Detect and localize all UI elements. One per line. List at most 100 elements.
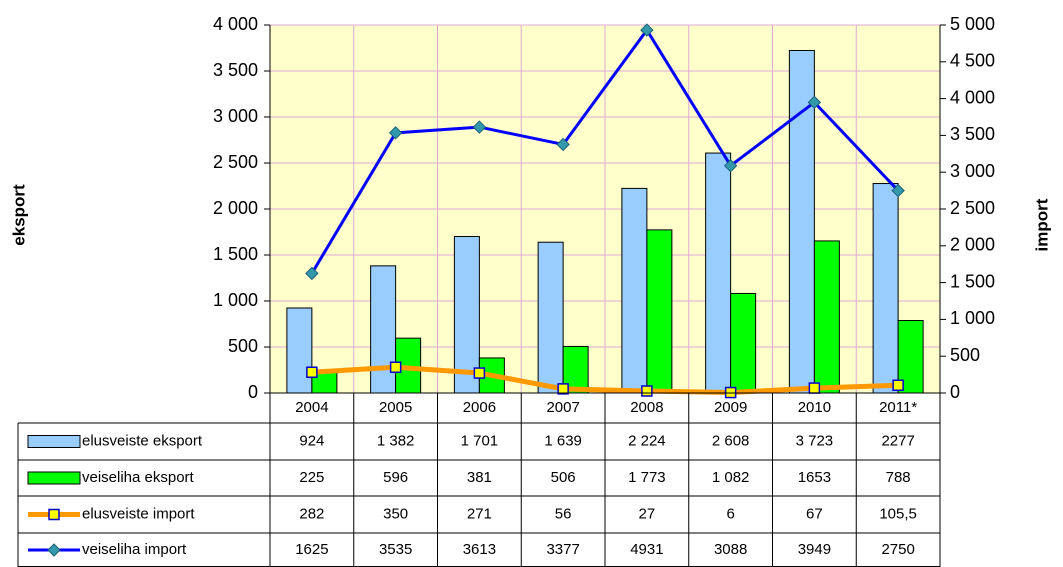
marker (891, 183, 905, 198)
bar (872, 183, 899, 394)
marker (807, 95, 822, 110)
legend-label: veiseliha eksport (82, 469, 195, 486)
table-cell: 271 (467, 505, 492, 522)
y2-tick-label: 3 500 (950, 124, 995, 144)
x-tick-label: 2008 (630, 399, 663, 416)
y-tick-label: 4 000 (213, 14, 258, 34)
bar (537, 241, 564, 394)
table-cell: 596 (383, 469, 408, 486)
y2-tick-label: 1 500 (950, 271, 995, 291)
y-tick-label: 1 500 (213, 244, 258, 264)
y2-tick-label: 3 000 (950, 161, 995, 181)
table-cell: 4931 (630, 541, 663, 558)
table-cell: 3377 (546, 541, 579, 558)
bar (621, 187, 648, 394)
legend-key (27, 435, 81, 448)
table-cell: 506 (551, 469, 576, 486)
table-cell: 27 (639, 505, 656, 522)
x-tick-label: 2006 (463, 399, 496, 416)
table-cell: 3949 (798, 541, 831, 558)
bar (813, 240, 840, 394)
table-cell: 282 (299, 505, 324, 522)
y2-tick-label: 4 000 (950, 87, 995, 107)
table-cell: 924 (299, 432, 324, 449)
marker (388, 126, 403, 140)
marker (473, 367, 486, 379)
legend-label: veiseliha import (82, 541, 187, 558)
table-cell: 225 (299, 469, 324, 486)
bar (788, 49, 815, 394)
table-cell: 2277 (881, 432, 914, 449)
bar (370, 265, 397, 394)
marker (557, 383, 569, 395)
marker (48, 508, 60, 521)
y-axis-title: eksport (9, 184, 28, 246)
x-tick-label: 2010 (798, 399, 831, 416)
table-cell: 1 773 (628, 469, 666, 486)
x-tick-label: 2005 (379, 399, 412, 416)
table-cell: 6 (726, 505, 734, 522)
y-tick-label: 1 000 (213, 290, 258, 310)
table-cell: 1 701 (461, 432, 499, 449)
table-cell: 2750 (881, 541, 914, 558)
marker (47, 543, 61, 557)
bar (562, 345, 589, 394)
marker (556, 137, 570, 152)
y2-tick-label: 1 000 (950, 308, 995, 328)
table-cell: 381 (467, 469, 492, 486)
legend-label: elusveiste eksport (82, 432, 203, 449)
line (311, 364, 899, 396)
x-tick-label: 2004 (295, 399, 328, 416)
table-cell: 350 (383, 505, 408, 522)
table-cell: 56 (555, 505, 572, 522)
y-tick-label: 2 500 (213, 152, 258, 172)
y2-tick-label: 5 000 (950, 14, 995, 34)
legend-label: elusveiste import (82, 505, 195, 522)
bar (646, 229, 673, 394)
legend-key (27, 471, 81, 485)
x-tick-label: 2007 (546, 399, 579, 416)
y-tick-label: 500 (228, 336, 258, 356)
line (310, 28, 900, 275)
y2-tick-label: 2 500 (950, 198, 995, 218)
y-tick-label: 3 000 (213, 106, 258, 126)
y-tick-label: 3 500 (213, 60, 258, 80)
marker (640, 23, 654, 37)
marker (808, 382, 821, 394)
table-cell: 1 639 (544, 432, 582, 449)
y2-tick-label: 2 000 (950, 235, 995, 255)
table-cell: 2 608 (712, 432, 750, 449)
marker (641, 385, 653, 397)
marker (892, 379, 904, 391)
y2-tick-label: 4 500 (950, 51, 995, 71)
table-cell: 3613 (463, 541, 496, 558)
y-tick-label: 0 (248, 382, 258, 402)
marker (723, 159, 738, 173)
table-cell: 1 382 (377, 432, 415, 449)
table-cell: 1653 (798, 469, 831, 486)
table-cell: 3088 (714, 541, 747, 558)
bar (730, 292, 757, 394)
table-cell: 788 (886, 469, 911, 486)
y-tick-label: 2 000 (213, 198, 258, 218)
table-cell: 1 082 (712, 469, 750, 486)
table-cell: 1625 (295, 541, 328, 558)
y2-tick-label: 0 (950, 382, 960, 402)
table-cell: 2 224 (628, 432, 666, 449)
marker (472, 120, 487, 134)
table-cell: 3 723 (796, 432, 834, 449)
table-cell: 3535 (379, 541, 412, 558)
x-tick-label: 2009 (714, 399, 747, 416)
marker (389, 361, 402, 373)
x-tick-label: 2011* (879, 399, 917, 416)
y2-axis-title: import (1032, 198, 1051, 251)
y2-tick-label: 500 (950, 345, 980, 365)
bar (286, 307, 313, 394)
table-cell: 67 (806, 505, 823, 522)
bar (705, 152, 732, 394)
marker (305, 266, 319, 281)
table-cell: 105,5 (879, 505, 917, 522)
marker (306, 366, 318, 378)
